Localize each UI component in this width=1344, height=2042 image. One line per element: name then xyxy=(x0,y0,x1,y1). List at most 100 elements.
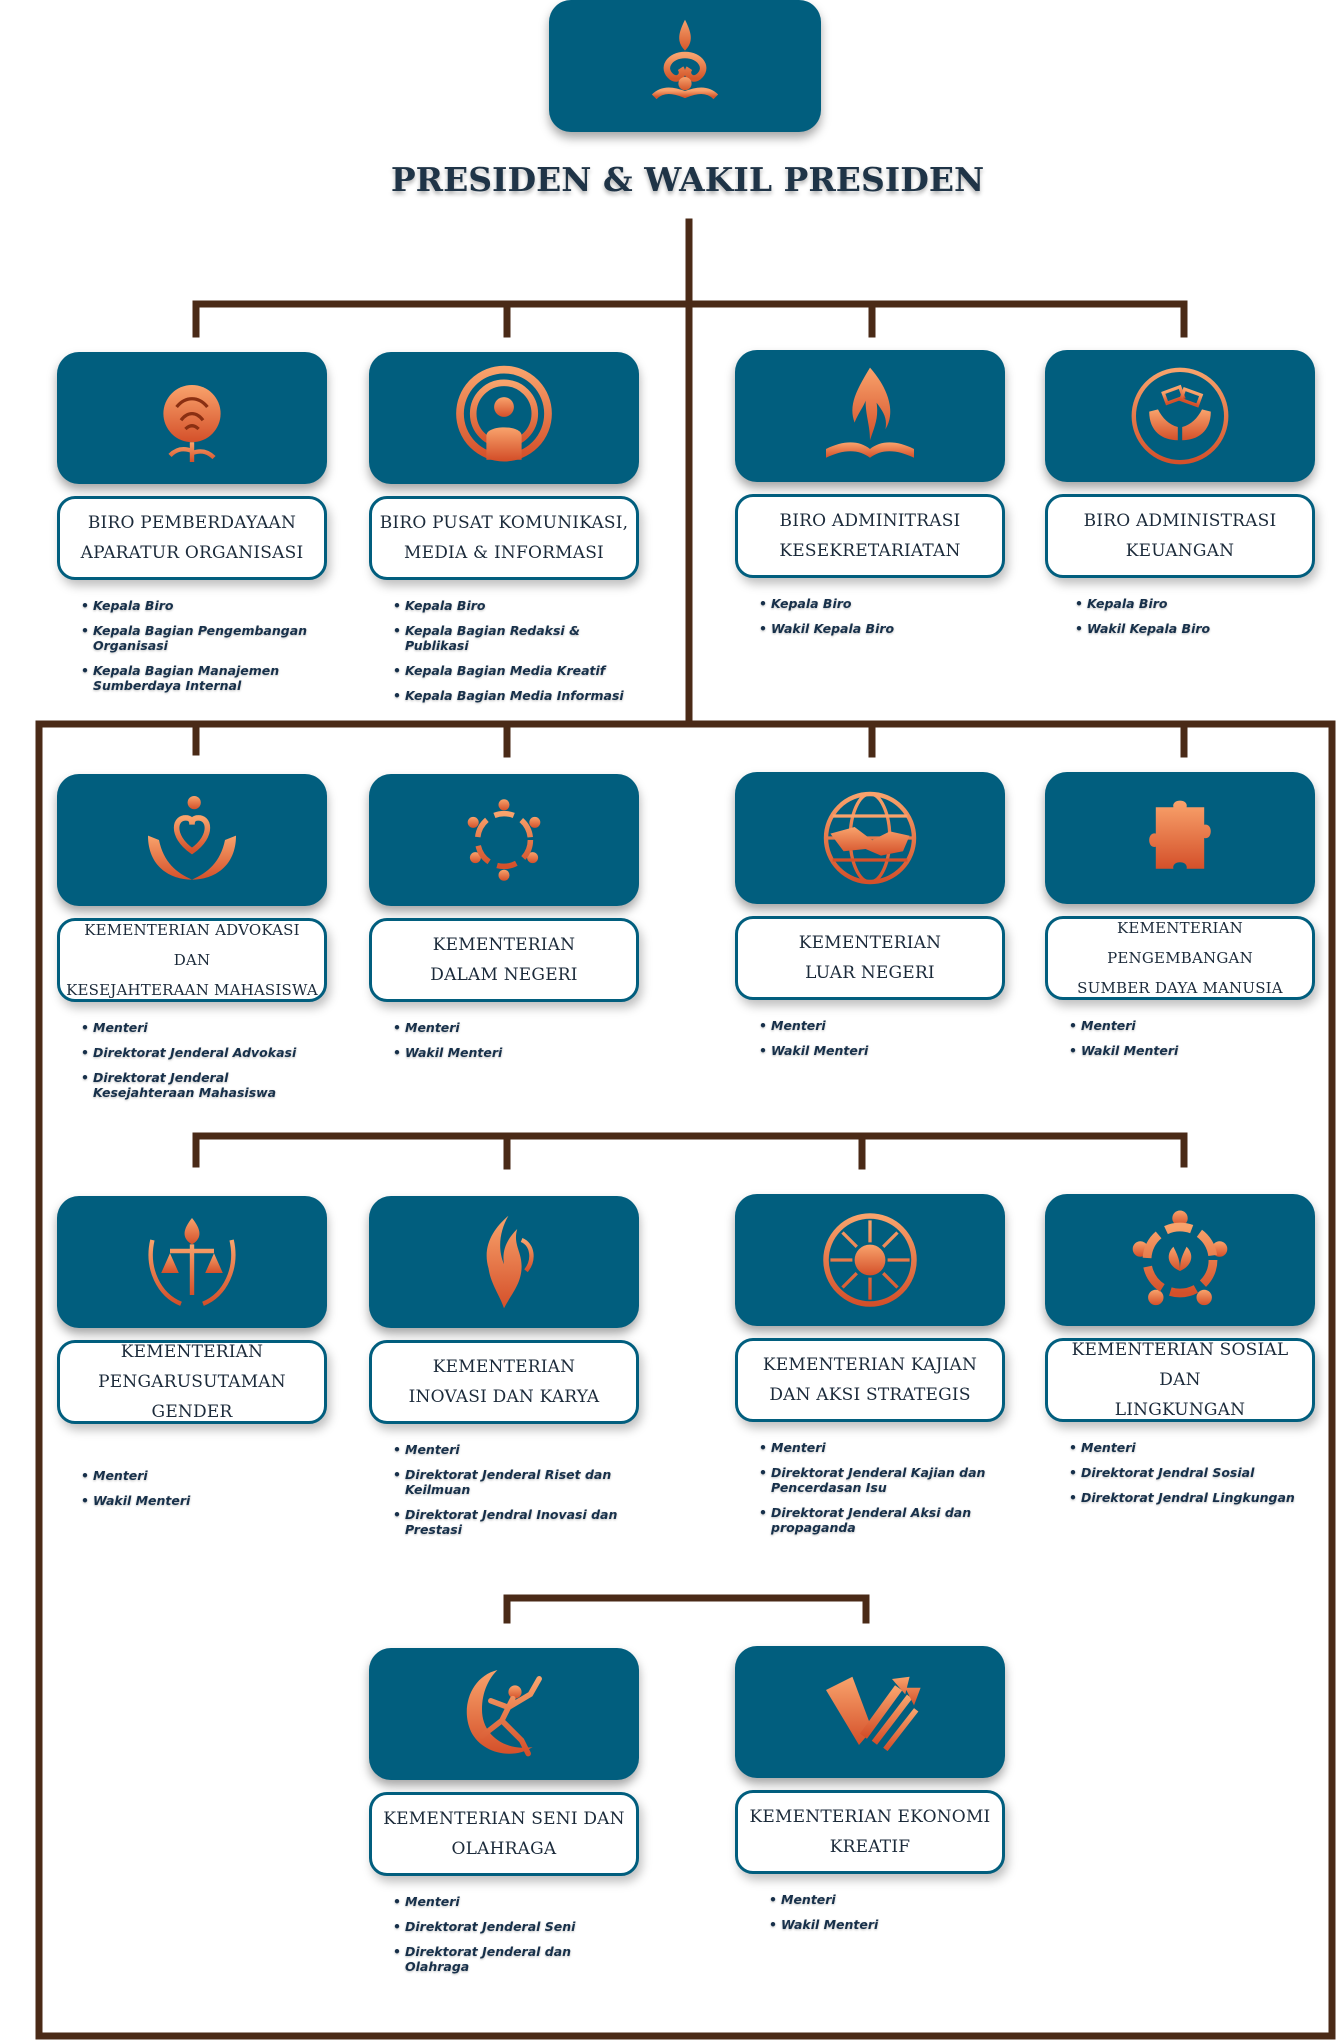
unit-name-line: KEMENTERIAN xyxy=(798,933,942,953)
puzzle-piece-icon xyxy=(1149,800,1211,869)
unit-name-line: KESEJAHTERAAN MAHASISWA xyxy=(66,981,318,999)
unit-icon-box xyxy=(1045,350,1315,482)
fist-sunburst-icon xyxy=(823,1213,917,1307)
role-item: Wakil Menteri xyxy=(769,1917,1005,1932)
unit-name-line: BIRO ADMINISTRASI xyxy=(1083,511,1277,531)
role-item: Wakil Menteri xyxy=(81,1493,327,1508)
role-item: Kepala Biro xyxy=(393,598,639,613)
unit-name-line: OLAHRAGA xyxy=(451,1839,557,1859)
unit-card-12: KEMENTERIAN SENI DAN OLAHRAGA Menteri Dir… xyxy=(369,1648,639,1984)
unit-card-6: KEMENTERIAN LUAR NEGERI Menteri Wakil Men… xyxy=(735,772,1005,1068)
unit-icon-box xyxy=(57,352,327,484)
unit-label-box: KEMENTERIAN EKONOMI KREATIF xyxy=(735,1790,1005,1874)
unit-name-line: MEDIA & INFORMASI xyxy=(404,543,604,563)
unit-name-line: KEMENTERIAN EKONOMI xyxy=(749,1807,991,1827)
role-item: Direktorat Jenderal Aksi dan propaganda xyxy=(759,1505,1005,1535)
scales-wreath-icon xyxy=(148,1218,236,1306)
unit-name-line: APARATUR ORGANISASI xyxy=(80,543,304,563)
unit-card-10: KEMENTERIAN KAJIAN DAN AKSI STRATEGIS Men… xyxy=(735,1194,1005,1545)
unit-label-box: BIRO PEMBERDAYAAN APARATUR ORGANISASI xyxy=(57,496,327,580)
unit-label-box: KEMENTERIAN PENGARUSUTAMAN GENDER xyxy=(57,1340,327,1424)
money-hands-icon xyxy=(1131,367,1229,465)
unit-name-line: DALAM NEGERI xyxy=(430,965,578,985)
unit-label-box: BIRO ADMINITRASI KESEKRETARIATAN xyxy=(735,494,1005,578)
broadcast-person-icon xyxy=(456,365,552,462)
growth-arrows-icon xyxy=(826,1676,921,1752)
role-list: Menteri Direktorat Jendral Sosial Direkt… xyxy=(1045,1440,1315,1505)
unit-card-0: BIRO PEMBERDAYAAN APARATUR ORGANISASI Kep… xyxy=(57,352,327,703)
unit-label-box: KEMENTERIAN LUAR NEGERI xyxy=(735,916,1005,1000)
unit-name-line: KEMENTERIAN KAJIAN xyxy=(762,1355,978,1375)
role-item: Menteri xyxy=(81,1020,327,1035)
role-item: Wakil Menteri xyxy=(1069,1043,1315,1058)
unit-name-line: LINGKUNGAN xyxy=(1114,1400,1246,1420)
unit-name-line: KEMENTERIAN SOSIAL DAN xyxy=(1071,1340,1289,1390)
role-list: Kepala Biro Wakil Kepala Biro xyxy=(735,596,1005,636)
flame-book-icon xyxy=(826,367,914,458)
unit-name-line: DAN AKSI STRATEGIS xyxy=(769,1385,971,1405)
role-list: Menteri Direktorat Jenderal Advokasi Dir… xyxy=(57,1020,327,1100)
role-item: Direktorat Jenderal Seni xyxy=(393,1919,639,1934)
role-list: Menteri Wakil Menteri xyxy=(369,1020,639,1060)
unit-name-line: KREATIF xyxy=(829,1837,911,1857)
role-list: Menteri Wakil Menteri xyxy=(735,1892,1005,1932)
phoenix-bulb-icon xyxy=(486,1215,534,1309)
unit-name-line: BIRO ADMINITRASI xyxy=(779,511,961,531)
unit-name-line: SUMBER DAYA MANUSIA xyxy=(1077,979,1283,997)
role-list: Menteri Wakil Menteri xyxy=(57,1468,327,1508)
role-item: Kepala Bagian Pengembangan Organisasi xyxy=(81,623,327,653)
role-item: Menteri xyxy=(393,1894,639,1909)
role-item: Kepala Biro xyxy=(81,598,327,613)
unit-name-line: INOVASI DAN KARYA xyxy=(408,1387,600,1407)
role-item: Direktorat Jenderal Kajian dan Pencerdas… xyxy=(759,1465,1005,1495)
unit-label-box: KEMENTERIAN SOSIAL DAN LINGKUNGAN xyxy=(1045,1338,1315,1422)
role-list: Kepala Biro Wakil Kepala Biro xyxy=(1045,596,1315,636)
role-item: Menteri xyxy=(769,1892,1005,1907)
role-list: Kepala Biro Kepala Bagian Pengembangan O… xyxy=(57,598,327,693)
unit-icon-box xyxy=(57,1196,327,1328)
role-item: Direktorat Jenderal Riset dan Keilmuan xyxy=(393,1467,639,1497)
unit-label-box: KEMENTERIAN DALAM NEGERI xyxy=(369,918,639,1002)
unit-icon-box xyxy=(369,1196,639,1328)
role-item: Wakil Kepala Biro xyxy=(1075,621,1315,636)
role-item: Kepala Bagian Media Informasi xyxy=(393,688,639,703)
role-list: Menteri Direktorat Jenderal Riset dan Ke… xyxy=(369,1442,639,1537)
heart-hands-icon xyxy=(148,796,236,880)
role-item: Menteri xyxy=(1069,1440,1315,1455)
role-item: Menteri xyxy=(393,1020,639,1035)
role-item: Menteri xyxy=(393,1442,639,1457)
role-item: Direktorat Jendral Inovasi dan Prestasi xyxy=(393,1507,639,1537)
unit-name-line: KEMENTERIAN ADVOKASI DAN xyxy=(84,921,300,969)
unit-icon-box xyxy=(735,350,1005,482)
ornament-logo-icon xyxy=(651,19,719,100)
unit-icon-box xyxy=(57,774,327,906)
role-item: Direktorat Jenderal Kesejahteraan Mahasi… xyxy=(81,1070,327,1100)
unit-icon-box xyxy=(735,772,1005,904)
unit-name-line: KEMENTERIAN SENI DAN xyxy=(383,1809,625,1829)
unit-card-1: BIRO PUSAT KOMUNIKASI, MEDIA & INFORMASI … xyxy=(369,352,639,713)
unit-name-line: KESEKRETARIATAN xyxy=(779,541,961,561)
unit-name-line: KEMENTERIAN xyxy=(432,935,576,955)
role-list: Kepala Biro Kepala Bagian Redaksi & Publ… xyxy=(369,598,639,703)
role-item: Direktorat Jenderal dan Olahraga xyxy=(393,1944,639,1974)
role-item: Kepala Biro xyxy=(1075,596,1315,611)
role-list: Menteri Wakil Menteri xyxy=(735,1018,1005,1058)
community-leaf-icon xyxy=(1132,1210,1228,1306)
unit-name-line: KEMENTERIAN xyxy=(120,1342,264,1362)
role-item: Menteri xyxy=(759,1018,1005,1033)
role-item: Kepala Bagian Manajemen Sumberdaya Inter… xyxy=(81,663,327,693)
role-item: Wakil Menteri xyxy=(393,1045,639,1060)
dancer-icon xyxy=(466,1670,542,1757)
unit-icon-box xyxy=(1045,772,1315,904)
unit-name-line: PENGARUSUTAMAN GENDER xyxy=(98,1372,286,1422)
president-logo-box xyxy=(549,0,821,132)
unit-label-box: KEMENTERIAN INOVASI DAN KARYA xyxy=(369,1340,639,1424)
unit-card-13: KEMENTERIAN EKONOMI KREATIF Menteri Wakil… xyxy=(735,1646,1005,1942)
role-item: Menteri xyxy=(81,1468,327,1483)
role-list: Menteri Wakil Menteri xyxy=(1045,1018,1315,1058)
unit-name-line: KEMENTERIAN xyxy=(432,1357,576,1377)
role-item: Kepala Bagian Redaksi & Publikasi xyxy=(393,623,639,653)
role-item: Direktorat Jendral Lingkungan xyxy=(1069,1490,1315,1505)
unit-name-line: LUAR NEGERI xyxy=(805,963,935,983)
unit-icon-box xyxy=(369,1648,639,1780)
